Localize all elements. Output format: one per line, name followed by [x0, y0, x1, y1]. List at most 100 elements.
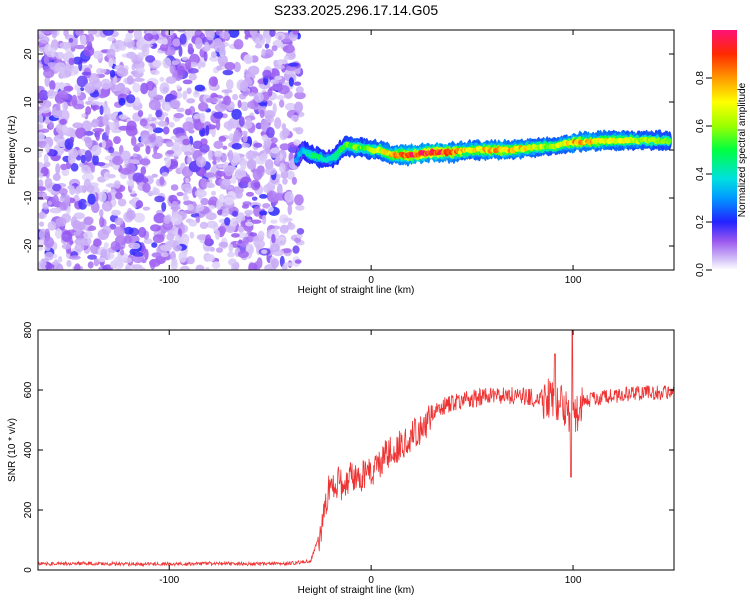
- noise-blob: [133, 212, 145, 223]
- noise-blob: [152, 234, 165, 244]
- noise-blob: [263, 110, 276, 119]
- noise-blob: [126, 209, 136, 221]
- noise-blob: [87, 254, 97, 260]
- noise-blob: [136, 39, 144, 50]
- noise-blob: [266, 190, 278, 203]
- noise-blob: [38, 124, 43, 129]
- noise-blob: [55, 228, 63, 240]
- spectrogram-noise: [38, 30, 306, 270]
- noise-blob: [111, 128, 122, 134]
- noise-blob: [55, 163, 61, 175]
- noise-blob: [139, 118, 148, 127]
- noise-blob: [210, 166, 215, 174]
- noise-blob: [182, 138, 191, 146]
- noise-blob: [233, 131, 242, 142]
- noise-blob: [55, 217, 67, 227]
- noise-blob: [69, 240, 74, 245]
- noise-blob: [215, 229, 220, 240]
- noise-blob: [218, 241, 229, 248]
- noise-blob: [44, 228, 50, 238]
- noise-blob: [264, 159, 274, 170]
- noise-blob: [81, 71, 91, 76]
- noise-blob: [245, 150, 257, 161]
- x-tick-label: 100: [565, 275, 582, 286]
- noise-blob: [178, 45, 183, 57]
- noise-blob: [38, 62, 42, 70]
- noise-blob: [204, 172, 216, 178]
- noise-blob: [73, 231, 81, 236]
- noise-blob: [61, 243, 72, 250]
- noise-blob: [126, 51, 137, 59]
- noise-blob: [96, 162, 106, 167]
- noise-blob: [145, 81, 155, 91]
- noise-blob: [165, 94, 177, 100]
- noise-blob: [38, 140, 47, 149]
- noise-blob: [90, 120, 99, 128]
- noise-blob: [287, 203, 293, 216]
- noise-blob: [217, 163, 224, 169]
- noise-blob: [69, 129, 77, 140]
- noise-blob: [253, 152, 261, 157]
- noise-blob: [84, 150, 92, 162]
- noise-blob: [163, 215, 171, 224]
- noise-blob: [107, 174, 116, 179]
- noise-blob: [98, 191, 107, 203]
- noise-blob: [152, 30, 158, 36]
- noise-blob: [243, 54, 254, 65]
- noise-blob: [261, 134, 269, 141]
- noise-blob: [71, 94, 78, 107]
- noise-blob: [204, 30, 211, 36]
- snr-x-ticks: -100 0 100: [159, 330, 582, 586]
- noise-blob: [127, 30, 134, 34]
- noise-blob: [131, 264, 143, 270]
- noise-blob: [197, 102, 209, 112]
- noise-blob: [226, 185, 234, 190]
- noise-blob: [162, 38, 168, 45]
- noise-blob: [72, 219, 82, 229]
- noise-blob: [85, 34, 95, 43]
- noise-blob: [132, 172, 145, 183]
- noise-blob: [101, 139, 106, 149]
- noise-blob: [151, 152, 163, 160]
- noise-blob: [114, 217, 124, 226]
- noise-blob: [227, 149, 234, 162]
- noise-blob: [284, 102, 297, 111]
- noise-blob: [132, 153, 138, 158]
- noise-blob: [99, 209, 104, 218]
- noise-blob: [75, 127, 86, 139]
- noise-blob: [38, 193, 41, 198]
- y-tick-label: 600: [23, 381, 34, 398]
- noise-blob: [123, 226, 134, 235]
- noise-blob: [257, 165, 265, 174]
- noise-blob: [194, 189, 207, 198]
- noise-blob: [262, 214, 267, 225]
- noise-blob: [120, 150, 131, 161]
- noise-blob: [120, 168, 132, 175]
- y-tick-label: 0: [23, 567, 34, 573]
- noise-blob: [172, 38, 181, 47]
- noise-blob: [83, 45, 95, 57]
- noise-blob: [241, 204, 250, 209]
- noise-blob: [103, 242, 109, 249]
- noise-blob: [93, 50, 104, 60]
- noise-blob: [227, 251, 235, 258]
- y-tick-label: 10: [23, 96, 34, 108]
- noise-blob: [159, 43, 169, 52]
- noise-blob: [155, 109, 163, 118]
- noise-blob: [45, 143, 50, 154]
- noise-blob: [179, 33, 187, 45]
- noise-blob: [93, 258, 100, 267]
- noise-blob: [147, 126, 153, 134]
- noise-blob: [238, 116, 245, 127]
- noise-blob: [39, 211, 45, 220]
- noise-blob: [292, 245, 300, 254]
- noise-blob: [176, 107, 185, 113]
- x-tick-label: 100: [565, 575, 582, 586]
- noise-blob: [143, 238, 153, 244]
- noise-blob: [69, 136, 75, 144]
- noise-blob: [176, 84, 181, 90]
- noise-blob: [245, 117, 252, 128]
- noise-blob: [171, 200, 179, 212]
- noise-blob: [38, 186, 46, 191]
- noise-blob: [70, 163, 79, 172]
